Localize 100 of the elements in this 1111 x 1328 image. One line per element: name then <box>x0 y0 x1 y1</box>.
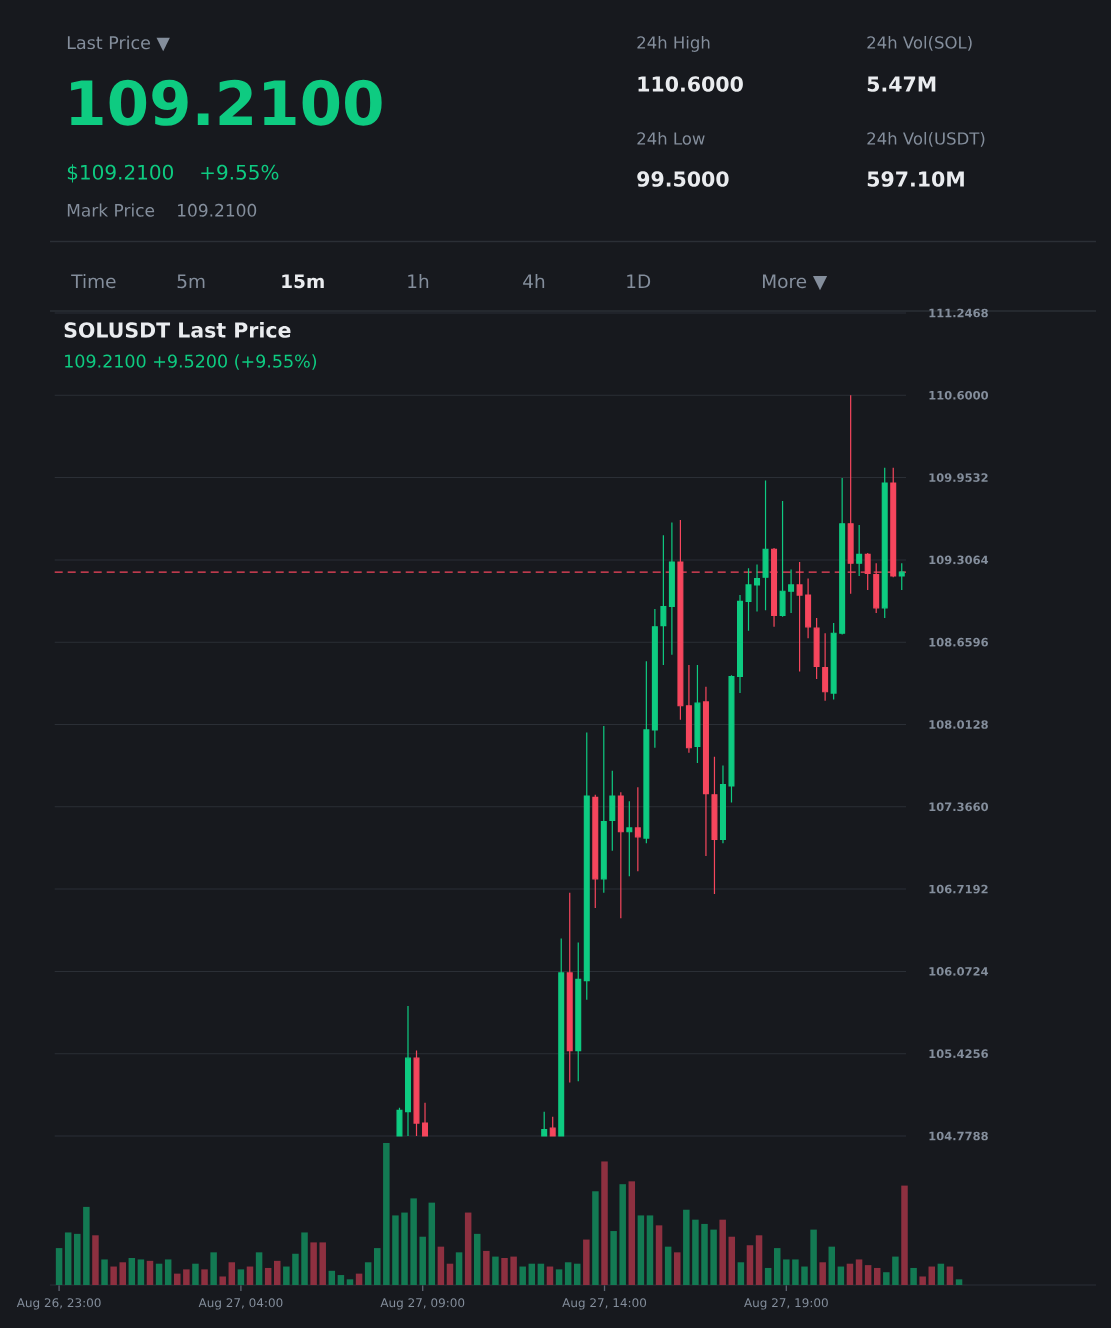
bar <box>892 1256 899 1285</box>
bar <box>292 1253 299 1285</box>
bar <box>592 1191 599 1285</box>
bar <box>301 1232 308 1285</box>
bar <box>646 1215 654 1285</box>
y-tick-label: 106.0724 <box>929 967 989 976</box>
bar <box>783 1259 790 1285</box>
bar <box>274 1260 281 1285</box>
bar <box>219 1276 226 1285</box>
x-tick-label: Aug 27, 14:00 <box>562 1298 647 1310</box>
bar <box>164 1259 172 1285</box>
chart-title: SOLUSDT Last Price <box>64 321 291 338</box>
text: More ▼ <box>763 274 828 291</box>
bar <box>92 1235 99 1285</box>
bar <box>128 1258 136 1285</box>
candlestick <box>549 1116 556 1137</box>
candlestick <box>541 1111 548 1137</box>
text: 99.5000 <box>637 171 729 187</box>
text: 24h Low <box>637 131 705 145</box>
text: 109.2100 <box>71 79 382 126</box>
candlestick <box>719 764 726 844</box>
candlestick <box>822 632 829 702</box>
candlestick <box>754 563 761 613</box>
bar <box>510 1256 517 1285</box>
y-tick-label: 108.0128 <box>929 720 988 729</box>
bar <box>237 1269 245 1285</box>
bar <box>110 1266 117 1285</box>
candlestick <box>575 941 582 1082</box>
bar <box>383 1142 390 1285</box>
candlestick <box>762 479 769 611</box>
bar <box>364 1262 372 1285</box>
bar <box>492 1256 499 1285</box>
bar <box>701 1223 708 1285</box>
bar <box>201 1269 208 1285</box>
bar <box>519 1266 526 1285</box>
bar <box>919 1276 926 1285</box>
bar <box>928 1266 936 1285</box>
text: 109.2100 +9.5200 (+9.55%) <box>65 354 317 370</box>
candlestick <box>634 786 641 872</box>
candlestick <box>805 577 812 639</box>
bar <box>764 1267 772 1285</box>
candlestick <box>566 892 573 1083</box>
bar <box>146 1260 154 1285</box>
candlestick <box>685 664 692 754</box>
bar <box>437 1246 445 1285</box>
candlestick <box>404 1005 411 1137</box>
bar <box>392 1215 399 1285</box>
bar <box>737 1262 745 1285</box>
candlestick <box>745 567 752 632</box>
text: 24h High <box>637 35 710 52</box>
bar <box>546 1266 554 1285</box>
candlestick <box>583 731 590 1001</box>
bar <box>246 1266 254 1285</box>
x-tick-label: Aug 27, 04:00 <box>198 1298 283 1310</box>
bar <box>855 1259 863 1285</box>
candlestick <box>779 500 786 618</box>
bar <box>83 1206 90 1285</box>
bar <box>883 1272 890 1285</box>
text: Mark Price <box>67 203 155 217</box>
bar <box>210 1252 217 1285</box>
bar <box>464 1212 472 1285</box>
bar <box>901 1185 908 1285</box>
bar <box>64 1232 72 1285</box>
bar <box>628 1181 636 1285</box>
bar <box>819 1262 826 1285</box>
y-tick-label: 109.3064 <box>929 555 989 565</box>
bar <box>873 1267 881 1285</box>
bar <box>328 1270 336 1285</box>
bar <box>619 1184 626 1285</box>
candlestick <box>651 608 658 749</box>
bar <box>74 1233 81 1285</box>
text: 1h <box>408 273 429 288</box>
bar <box>773 1248 781 1285</box>
bar <box>255 1252 263 1285</box>
x-tick-label: Aug 27, 19:00 <box>744 1298 828 1310</box>
bar <box>501 1258 508 1285</box>
bar <box>864 1265 872 1285</box>
bar <box>792 1259 799 1285</box>
candlestick <box>694 664 701 764</box>
bar <box>474 1233 481 1285</box>
text: 24h Vol(SOL) <box>867 35 972 51</box>
bar <box>419 1236 426 1285</box>
candlestick <box>856 524 863 577</box>
text: 1D <box>627 274 651 288</box>
bar <box>755 1235 763 1285</box>
bar <box>710 1229 717 1285</box>
bar <box>555 1269 563 1285</box>
bar <box>610 1231 617 1285</box>
text: 24h Vol(USDT) <box>867 131 985 147</box>
y-tick-label: 107.3660 <box>929 802 989 812</box>
bar <box>746 1245 754 1285</box>
candlestick <box>413 1049 420 1137</box>
y-tick-label: 109.9532 <box>929 473 988 482</box>
candlestick <box>592 794 599 909</box>
bar <box>228 1262 236 1285</box>
bar <box>183 1269 190 1285</box>
y-tick-label: 106.7192 <box>929 884 988 894</box>
candlestick <box>711 756 718 895</box>
bar <box>673 1252 681 1285</box>
text: 109.2100 <box>178 203 257 217</box>
